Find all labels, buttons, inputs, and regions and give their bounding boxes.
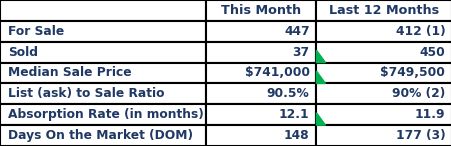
Bar (316, 0, 451, 21)
Text: Sold: Sold (8, 46, 38, 59)
Text: 412 (1): 412 (1) (395, 25, 444, 38)
Text: This Month: This Month (221, 4, 300, 17)
Bar (316, 83, 451, 104)
Bar (205, 42, 316, 63)
Bar (0, 63, 205, 83)
Bar (0, 0, 205, 21)
Bar (205, 21, 316, 42)
Text: 148: 148 (283, 129, 309, 142)
Text: 447: 447 (283, 25, 309, 38)
Polygon shape (316, 113, 325, 125)
Bar (316, 63, 451, 83)
Bar (0, 104, 205, 125)
Text: List (ask) to Sale Ratio: List (ask) to Sale Ratio (8, 87, 164, 100)
Text: Absorption Rate (in months): Absorption Rate (in months) (8, 108, 203, 121)
Text: 12.1: 12.1 (278, 108, 309, 121)
Bar (316, 104, 451, 125)
Bar (316, 125, 451, 146)
Text: 450: 450 (419, 46, 444, 59)
Text: $749,500: $749,500 (379, 66, 444, 80)
Bar (205, 104, 316, 125)
Text: 177 (3): 177 (3) (395, 129, 444, 142)
Polygon shape (316, 50, 325, 63)
Polygon shape (316, 71, 325, 83)
Bar (205, 63, 316, 83)
Text: Median Sale Price: Median Sale Price (8, 66, 132, 80)
Text: Days On the Market (DOM): Days On the Market (DOM) (8, 129, 193, 142)
Text: 37: 37 (292, 46, 309, 59)
Text: 11.9: 11.9 (414, 108, 444, 121)
Text: 90% (2): 90% (2) (391, 87, 444, 100)
Bar (316, 42, 451, 63)
Text: For Sale: For Sale (8, 25, 64, 38)
Text: Last 12 Months: Last 12 Months (328, 4, 438, 17)
Text: 90.5%: 90.5% (266, 87, 309, 100)
Bar (0, 125, 205, 146)
Bar (205, 83, 316, 104)
Bar (0, 83, 205, 104)
Text: $741,000: $741,000 (244, 66, 309, 80)
Bar (205, 125, 316, 146)
Bar (0, 42, 205, 63)
Bar (0, 21, 205, 42)
Bar (205, 0, 316, 21)
Bar (316, 21, 451, 42)
